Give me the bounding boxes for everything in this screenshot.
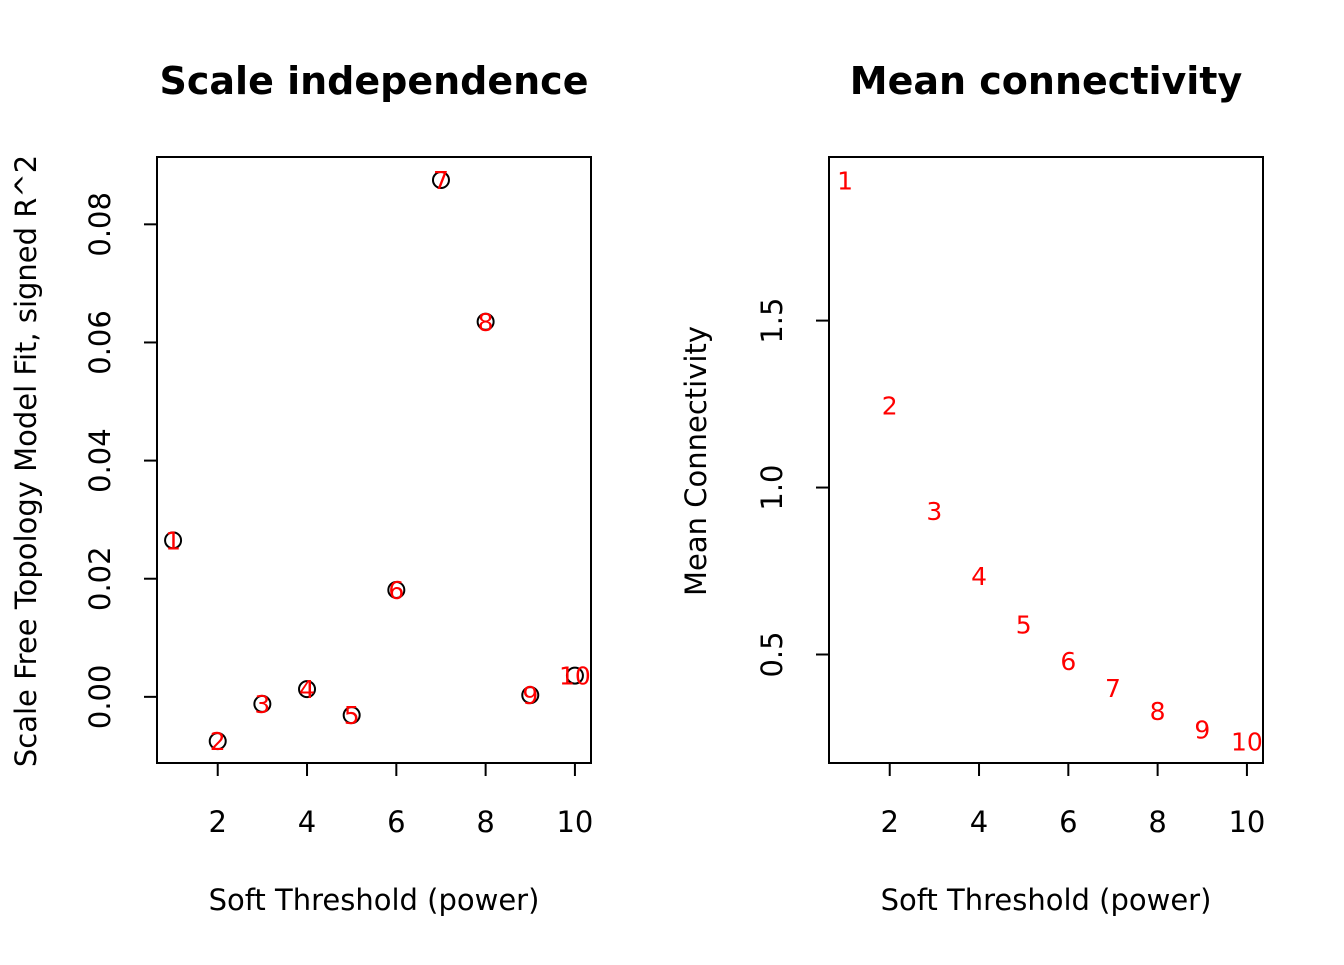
- data-point: [387, 580, 406, 599]
- x-tick-label: 10: [556, 805, 593, 839]
- point-label: 3: [926, 497, 942, 526]
- x-tick-label: 8: [1148, 805, 1166, 839]
- x-tick-label: 6: [387, 805, 405, 839]
- point-label: 6: [388, 576, 404, 605]
- x-axis-label: Soft Threshold (power): [881, 883, 1212, 917]
- data-point: [208, 732, 227, 751]
- point-label: 1: [837, 166, 853, 195]
- x-tick-label: 10: [1228, 805, 1265, 839]
- x-tick-label: 4: [298, 805, 316, 839]
- point-label: 3: [254, 690, 270, 719]
- y-tick-label: 0.06: [83, 310, 117, 375]
- y-tick-label: 1.5: [755, 298, 789, 344]
- y-tick-label: 0.02: [83, 546, 117, 611]
- data-point: [476, 312, 495, 331]
- y-axis-label: Scale Free Topology Model Fit, signed R^…: [9, 155, 43, 767]
- y-tick-label: 0.5: [755, 631, 789, 677]
- point-label: 4: [971, 562, 987, 591]
- point-label: 9: [1194, 716, 1210, 745]
- point-label: 2: [882, 392, 898, 421]
- y-tick-label: 0.00: [83, 665, 117, 730]
- point-label: 4: [299, 675, 315, 704]
- y-axis-label: Mean Connectivity: [679, 326, 713, 596]
- chart-title: Scale independence: [160, 59, 589, 103]
- point-label: 7: [1105, 674, 1121, 703]
- point-label: 5: [344, 701, 360, 730]
- point-label: 5: [1016, 610, 1032, 639]
- plot-frame: [156, 156, 592, 764]
- point-label: 10: [559, 662, 591, 691]
- y-tick-label: 0.08: [83, 192, 117, 257]
- y-tick-label: 0.04: [83, 428, 117, 493]
- panel-scale-independence: Scale independence Soft Threshold (power…: [9, 59, 593, 917]
- x-tick-label: 6: [1059, 805, 1077, 839]
- point-label: 2: [210, 727, 226, 756]
- data-point: [342, 706, 361, 725]
- data-point: [431, 171, 450, 190]
- x-tick-label: 2: [880, 805, 898, 839]
- point-label: 8: [478, 308, 494, 337]
- x-tick-label: 8: [476, 805, 494, 839]
- chart-title: Mean connectivity: [850, 59, 1243, 103]
- data-point: [164, 531, 183, 550]
- point-label: 7: [433, 166, 449, 195]
- point-label: 9: [522, 681, 538, 710]
- data-point: [521, 686, 540, 705]
- point-label: 1: [165, 526, 181, 555]
- data-point: [565, 666, 584, 685]
- x-tick-label: 4: [970, 805, 988, 839]
- plot-frame: [828, 156, 1264, 764]
- point-label: 6: [1060, 647, 1076, 676]
- data-point: [253, 694, 272, 713]
- panel-mean-connectivity: Mean connectivity Soft Threshold (power)…: [679, 59, 1265, 917]
- y-tick-label: 1.0: [755, 464, 789, 510]
- x-tick-label: 2: [208, 805, 226, 839]
- point-label: 8: [1150, 697, 1166, 726]
- point-label: 10: [1231, 727, 1263, 756]
- data-point: [298, 680, 317, 699]
- x-axis-label: Soft Threshold (power): [209, 883, 540, 917]
